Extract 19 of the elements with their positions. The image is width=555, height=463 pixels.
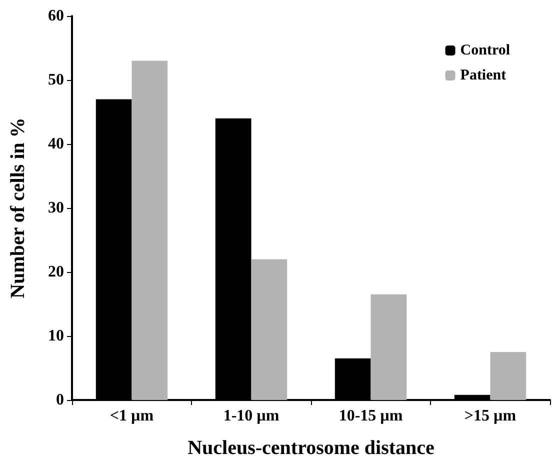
y-tick-label: 0	[56, 392, 64, 408]
y-axis-title: Number of cells in %	[7, 118, 29, 298]
x-tick-label: <1 µm	[110, 408, 154, 424]
legend-label: Patient	[460, 68, 506, 84]
y-tick-label: 50	[48, 72, 64, 88]
y-tick-label: 20	[48, 264, 64, 280]
y-tick-label: 40	[48, 136, 64, 152]
bar	[370, 294, 407, 400]
y-tick-label: 30	[48, 200, 64, 216]
x-tick-label: 1-10 µm	[223, 408, 280, 424]
bar	[251, 259, 288, 400]
bar	[490, 352, 526, 400]
x-tick-label: 10-15 µm	[338, 408, 404, 424]
x-tick-label: >15 µm	[464, 408, 517, 424]
y-tick-label: 60	[48, 8, 64, 24]
bar	[132, 60, 168, 400]
x-axis-title: Nucleus-centrosome distance	[188, 437, 435, 459]
y-tick-label: 10	[48, 328, 64, 344]
legend-label: Control	[460, 42, 510, 58]
